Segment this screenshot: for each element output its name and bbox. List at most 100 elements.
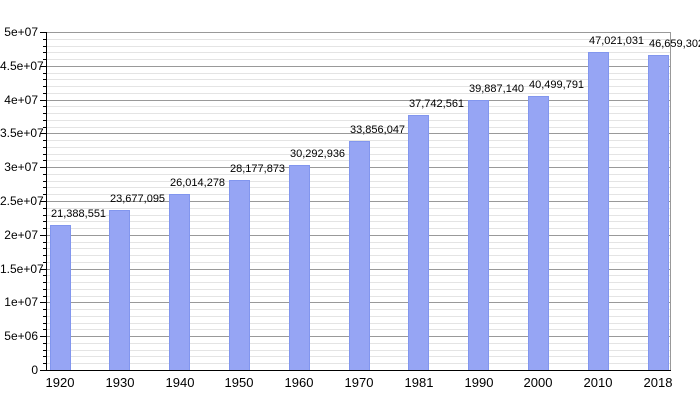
y-axis-major-tick: [40, 302, 47, 303]
y-axis-minor-tick: [43, 316, 47, 317]
y-axis-major-tick: [40, 66, 47, 67]
y-gridline-minor: [47, 120, 670, 121]
y-axis-minor-tick: [43, 181, 47, 182]
bar: [408, 115, 429, 370]
y-gridline-major: [47, 100, 670, 101]
bar: [109, 210, 130, 370]
y-gridline-major: [47, 133, 670, 134]
bar-value-label: 47,021,031: [589, 35, 645, 47]
y-gridline-major: [47, 66, 670, 67]
x-tick-label: 1990: [464, 375, 494, 390]
y-tick-label: 3e+07: [4, 160, 38, 174]
bar-value-label: 21,388,551: [51, 208, 107, 220]
y-tick-label: 1e+07: [4, 295, 38, 309]
bar: [289, 165, 310, 370]
bar: [588, 52, 609, 370]
y-axis-minor-tick: [43, 52, 47, 53]
y-axis-minor-tick: [43, 309, 47, 310]
y-axis-minor-tick: [43, 275, 47, 276]
y-gridline-minor: [47, 106, 670, 107]
y-axis-minor-tick: [43, 79, 47, 80]
y-axis-minor-tick: [43, 39, 47, 40]
bar-value-label: 39,887,140: [469, 83, 525, 95]
y-axis-minor-tick: [43, 147, 47, 148]
y-axis-minor-tick: [43, 154, 47, 155]
y-axis-major-tick: [40, 235, 47, 236]
y-axis-minor-tick: [43, 106, 47, 107]
y-tick-label: 2.5e+07: [0, 194, 44, 208]
y-axis-minor-tick: [43, 296, 47, 297]
bar-value-label: 23,677,095: [110, 193, 166, 205]
bar: [349, 141, 370, 370]
y-axis-minor-tick: [43, 187, 47, 188]
y-gridline-minor: [47, 140, 670, 141]
x-tick-label: 1960: [284, 375, 314, 390]
y-gridline-minor: [47, 79, 670, 80]
y-axis-minor-tick: [43, 350, 47, 351]
y-axis-minor-tick: [43, 228, 47, 229]
x-axis-line: [46, 370, 671, 371]
bar: [528, 96, 549, 370]
bar-value-label: 30,292,936: [290, 148, 346, 160]
y-axis-minor-tick: [43, 86, 47, 87]
x-tick-label: 2000: [523, 375, 553, 390]
bar-value-label: 46,659,302: [649, 38, 700, 50]
y-axis-minor-tick: [43, 248, 47, 249]
y-axis-major-tick: [40, 201, 47, 202]
x-tick-label: 2018: [643, 375, 673, 390]
bar: [648, 55, 669, 370]
y-tick-label: 2e+07: [4, 228, 38, 242]
bar: [468, 100, 489, 370]
y-axis-minor-tick: [43, 356, 47, 357]
bar-value-label: 28,177,873: [230, 163, 286, 175]
y-gridline-minor: [47, 93, 670, 94]
y-axis-minor-tick: [43, 363, 47, 364]
bar-value-label: 33,856,047: [350, 124, 406, 136]
y-axis-minor-tick: [43, 282, 47, 283]
y-tick-label: 4.5e+07: [0, 59, 44, 73]
y-axis-minor-tick: [43, 160, 47, 161]
y-tick-label: 5e+07: [4, 25, 38, 39]
y-gridline-minor: [47, 39, 670, 40]
bar: [50, 225, 71, 370]
y-axis-major-tick: [40, 133, 47, 134]
y-axis-minor-tick: [43, 46, 47, 47]
y-axis-major-tick: [40, 32, 47, 33]
y-gridline-major: [47, 32, 670, 33]
x-tick-label: 1930: [105, 375, 135, 390]
x-tick-label: 1920: [45, 375, 75, 390]
bar: [229, 180, 250, 370]
y-gridline-minor: [47, 127, 670, 128]
y-axis-minor-tick: [43, 329, 47, 330]
y-axis-minor-tick: [43, 93, 47, 94]
y-axis-major-tick: [40, 100, 47, 101]
y-axis-minor-tick: [43, 323, 47, 324]
y-axis-minor-tick: [43, 289, 47, 290]
y-axis-minor-tick: [43, 221, 47, 222]
y-gridline-minor: [47, 52, 670, 53]
x-tick-label: 1981: [404, 375, 434, 390]
y-axis-minor-tick: [43, 242, 47, 243]
y-axis-line: [46, 32, 47, 371]
bar-value-label: 40,499,791: [529, 79, 585, 91]
y-gridline-minor: [47, 46, 670, 47]
x-tick-label: 1940: [165, 375, 195, 390]
y-gridline-minor: [47, 86, 670, 87]
y-axis-minor-tick: [43, 174, 47, 175]
y-axis-minor-tick: [43, 140, 47, 141]
y-axis-minor-tick: [43, 343, 47, 344]
bar: [169, 194, 190, 370]
x-tick-label: 1950: [224, 375, 254, 390]
x-tick-label: 1970: [344, 375, 374, 390]
y-tick-label: 4e+07: [4, 93, 38, 107]
y-axis-major-tick: [40, 269, 47, 270]
y-axis-major-tick: [40, 167, 47, 168]
y-axis-major-tick: [40, 370, 47, 371]
y-axis-minor-tick: [43, 120, 47, 121]
y-axis-minor-tick: [43, 262, 47, 263]
bar-value-label: 26,014,278: [170, 177, 226, 189]
y-gridline-minor: [47, 59, 670, 60]
y-axis-minor-tick: [43, 73, 47, 74]
y-axis-minor-tick: [43, 194, 47, 195]
